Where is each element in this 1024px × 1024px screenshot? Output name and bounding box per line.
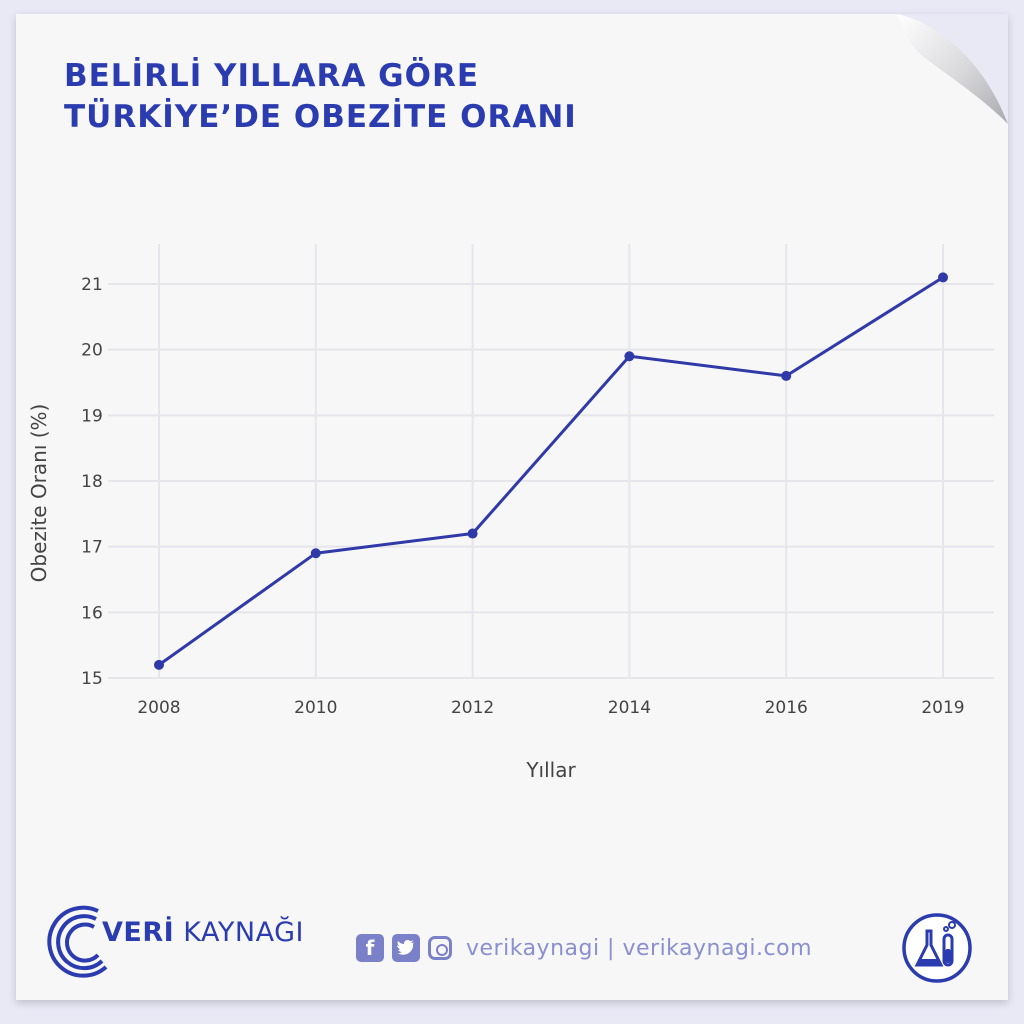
data-point — [624, 351, 635, 362]
data-point — [467, 528, 478, 539]
y-axis-label: Obezite Oranı (%) — [27, 404, 51, 583]
y-tick-label: 18 — [81, 472, 103, 492]
paper-card: BELİRLİ YILLARA GÖRE TÜRKİYE’DE OBEZİTE … — [16, 14, 1008, 1000]
chart-title: BELİRLİ YILLARA GÖRE TÜRKİYE’DE OBEZİTE … — [64, 56, 577, 138]
x-tick-label: 2008 — [137, 698, 180, 718]
x-tick-label: 2012 — [451, 698, 494, 718]
data-point — [310, 548, 321, 559]
y-tick-label: 19 — [81, 406, 103, 426]
y-tick-label: 21 — [81, 275, 103, 295]
y-tick-label: 15 — [81, 669, 103, 689]
x-tick-label: 2014 — [608, 698, 651, 718]
data-point — [154, 659, 164, 670]
y-tick-label: 16 — [81, 603, 103, 623]
series-line — [158, 276, 944, 667]
x-axis-label: Yıllar — [525, 758, 576, 782]
x-tick-label: 2010 — [294, 698, 337, 718]
x-tick-label: 2016 — [765, 698, 808, 718]
chart-title-line1: BELİRLİ YILLARA GÖRE — [64, 58, 480, 94]
y-tick-label: 17 — [81, 538, 103, 558]
y-tick-label: 20 — [81, 341, 103, 361]
x-tick-label: 2019 — [921, 698, 964, 718]
chart-title-line2: TÜRKİYE’DE OBEZİTE ORANI — [64, 99, 577, 135]
data-point — [938, 272, 948, 283]
data-point — [781, 370, 792, 381]
page-curl-decoration — [898, 14, 1008, 124]
